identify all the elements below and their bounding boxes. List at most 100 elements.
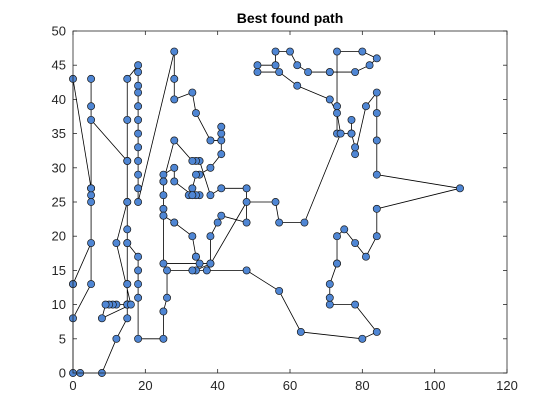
y-tick-label: 40 [52,92,66,107]
path-point [242,184,251,193]
path-point [123,115,132,124]
path-point [170,218,179,227]
y-tick-label: 30 [52,160,66,175]
path-point [242,218,251,227]
path-point [217,150,226,159]
x-tick-label: 80 [355,378,369,393]
path-point [87,191,96,200]
path-point [206,259,215,268]
path-point [134,293,143,302]
path-point [372,54,381,63]
path-point [275,218,284,227]
path-point [170,95,179,104]
path-point [372,204,381,213]
path-point [134,184,143,193]
path-point [87,102,96,111]
path-point [351,239,360,247]
path-point [217,129,226,138]
path-point [188,88,197,97]
x-tick-label: 20 [138,378,152,393]
y-tick-label: 35 [52,126,66,141]
path-point [347,129,356,138]
path-point [170,177,179,186]
y-tick-label: 25 [52,195,66,210]
path-point [202,266,211,275]
path-point [123,314,132,323]
path-point [286,47,294,56]
path-point [134,81,143,90]
path-point [195,259,204,268]
path-point [134,88,143,97]
path-point [134,170,143,179]
path-point [159,177,168,186]
path-point [159,259,168,268]
path-point [372,88,381,97]
path-point [159,204,168,213]
path-point [134,280,143,289]
path-point [296,328,305,336]
path-point [253,61,262,70]
path-point [362,102,370,111]
path-point [134,157,143,165]
path-point [358,334,367,343]
path-point [271,198,280,206]
path-point [351,68,360,76]
path-point [340,225,349,234]
path-point [134,68,143,76]
path-point [242,198,251,206]
y-tick-label: 0 [59,366,66,381]
path-point [134,252,143,261]
y-tick-label: 20 [52,229,66,244]
path-point [159,170,168,179]
x-tick-label: 0 [69,378,76,393]
path-point [372,328,381,336]
path-point [351,143,360,152]
path-point [170,74,179,83]
path-point [97,314,106,323]
path-point [365,61,374,70]
path-point [163,293,171,302]
path-point [336,129,345,138]
path-point [372,136,381,145]
path-point [275,286,284,295]
path-point [333,47,341,56]
path-point [123,239,132,247]
path-point [206,232,215,241]
path-point [87,198,96,206]
path-point [134,102,143,111]
axes-box [72,30,508,374]
x-tick-label: 40 [210,378,224,393]
point-layer [69,47,464,377]
path-point [134,129,143,138]
path-point [304,68,313,76]
path-point [188,266,197,275]
path-point [134,266,143,275]
path-point [101,300,110,309]
path-point [325,300,334,309]
axes-frame [72,30,508,374]
path-point [112,334,121,343]
path-point [87,184,96,193]
path-point [206,191,215,200]
path-point [242,266,251,275]
path-point [293,61,302,70]
y-tick-label: 50 [52,24,66,39]
path-point [217,184,226,193]
x-axis-ticks: 0 20 40 60 80 100 120 [69,31,518,393]
path-point [351,300,360,309]
path-point [217,211,226,220]
path-point [112,239,121,247]
path-point [347,115,356,124]
path-point [134,198,143,206]
path-point [333,109,341,118]
path-point [192,170,200,179]
path-point [159,191,168,200]
path-point [123,198,132,206]
path-point [87,280,96,289]
path-point [134,334,143,343]
path-point [134,115,143,124]
path-point [351,150,360,159]
y-axis-ticks: 0 5 10 15 20 25 30 35 40 45 50 [52,24,507,381]
path-point [192,252,200,261]
